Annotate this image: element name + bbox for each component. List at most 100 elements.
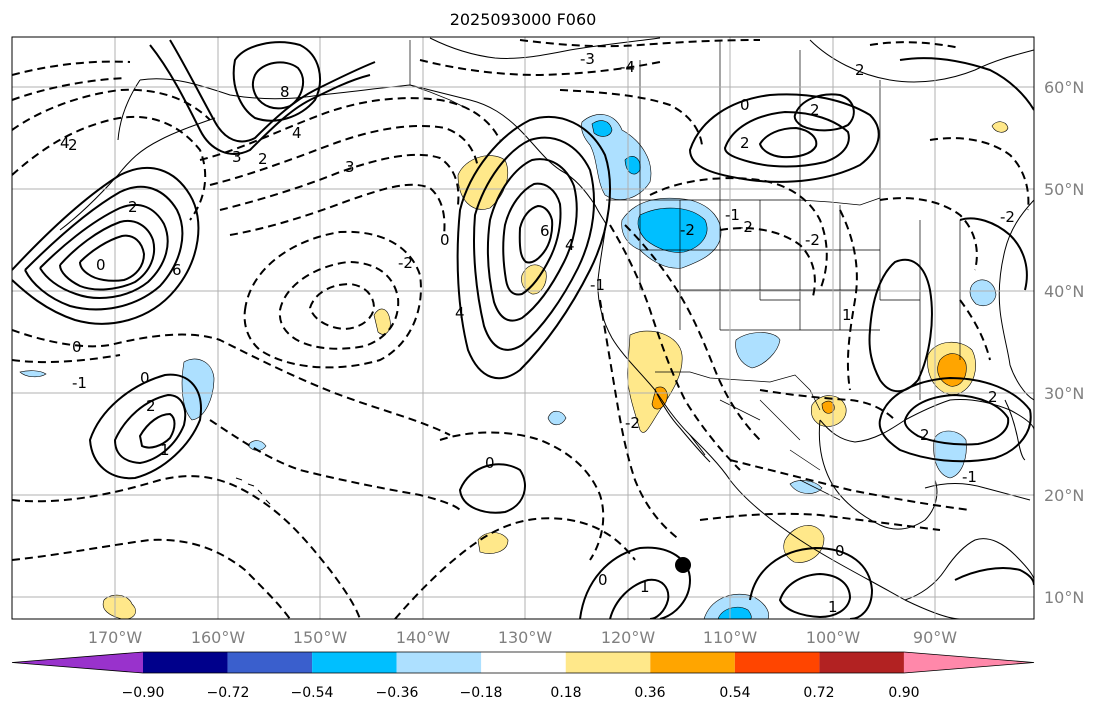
colorbar-tick-label: 0.90 (888, 685, 919, 701)
contour-label: 2 (740, 134, 750, 152)
contour-solid-bering-high-2 (251, 61, 305, 110)
contour-solid-canada-high-2 (723, 110, 850, 168)
colorbar-segment (481, 652, 566, 673)
colorbar-segment (143, 652, 228, 673)
lon-label: 110°W (703, 628, 758, 647)
colorbar-segment (396, 652, 482, 673)
colorbar-segment (312, 652, 397, 673)
latitude-labels: 60°N 50°N 40°N 30°N 20°N 10°N (1044, 78, 1084, 607)
coastline-florida (1004, 399, 1026, 461)
contour-solid-eq-pacific-2 (579, 546, 692, 619)
contour-solid-ne-pacific-ridge-1 (456, 115, 611, 380)
colorbar-segment (12, 652, 143, 673)
anomaly-negative-southwest (735, 332, 781, 369)
colorbar-segment (565, 652, 651, 673)
contour-label: -1 (590, 276, 605, 294)
contour-label: -2 (398, 254, 413, 272)
colorbar-outline (11, 651, 1035, 674)
lat-label: 30°N (1044, 384, 1084, 403)
colorbar-segments (11, 651, 1035, 674)
contour-solid-pacific-high-3 (39, 203, 169, 299)
contour-label: -4 (620, 58, 635, 76)
contour-dashed-ne-1 (869, 41, 961, 49)
contour-solid-canada-high-3 (758, 126, 818, 159)
map-panel: 0 2 4 2 6 3 2 4 8 3 0 -1 0 2 1 -2 0 4 6 … (12, 37, 1034, 619)
contour-label: 1 (842, 306, 852, 324)
islands-cuba (924, 483, 1031, 501)
contour-label: 0 (598, 571, 608, 589)
contour-label: -2 (680, 221, 695, 239)
contour-label: -2 (1000, 208, 1015, 226)
contour-label: 1 (160, 441, 170, 459)
contour-dashed-east-2 (929, 137, 1030, 211)
coastline-gulf (819, 399, 1034, 443)
anomaly-negative-small-4 (19, 370, 47, 378)
canada-provinces (639, 40, 881, 200)
contour-label: -1 (725, 206, 740, 224)
contour-label: -1 (72, 374, 87, 392)
contour-solid-eq-pacific-1 (458, 463, 526, 514)
anomaly-positive-sw (102, 594, 136, 619)
colorbar-segment (650, 652, 735, 673)
contour-label: 0 (96, 256, 106, 274)
contour-label: 1 (828, 598, 838, 616)
anomaly-negative-small-3 (247, 440, 267, 451)
lon-label: 160°W (191, 628, 246, 647)
contour-label: 3 (345, 158, 355, 176)
colorbar-segment (819, 652, 904, 673)
lat-label: 40°N (1044, 282, 1084, 301)
colorbar-tick-label: 0.18 (550, 685, 581, 701)
colorbar-tick-label: −0.36 (376, 685, 419, 701)
contour-label: 0 (740, 96, 750, 114)
contour-label: 0 (485, 454, 495, 472)
graticule (12, 37, 1034, 619)
contour-dashed-mexico-3 (699, 512, 941, 531)
contour-dashed-trough-1 (199, 97, 501, 161)
contour-solid-ne-pacific-ridge-3 (486, 158, 578, 322)
coastline-alaska (139, 78, 607, 225)
contours-dashed (12, 39, 1030, 619)
contour-label: 0 (835, 542, 845, 560)
coastline-hudson (809, 39, 1034, 83)
colorbar: −0.90 −0.72 −0.54 −0.36 −0.18 0.18 0.36 … (11, 651, 1035, 701)
anomaly-negative-east (969, 279, 997, 306)
contour-dashed-arctic-1 (419, 59, 661, 77)
contour-label: 3 (232, 148, 242, 166)
contour-dashed-mexico-2 (729, 459, 971, 511)
contour-dashed-trough-3 (219, 153, 460, 211)
contour-label: 6 (172, 261, 182, 279)
contour-dashed-north-pacific-1 (12, 115, 207, 221)
anomaly-negative-small-1 (547, 410, 567, 426)
contour-dashed-coast-2 (624, 224, 761, 441)
border-us-mexico (655, 371, 821, 411)
anomaly-negative-hawaii (181, 358, 215, 421)
contour-label: -2 (805, 231, 820, 249)
contour-solid-canada-high (688, 93, 880, 183)
contour-solid-eq-pacific-3 (609, 578, 670, 619)
contour-dashed-plains-2 (719, 227, 816, 301)
contour-solid-ne-pacific-ridge-4 (502, 182, 562, 296)
contour-label: -3 (580, 50, 595, 68)
anomaly-positive-ne-pacific (521, 264, 547, 295)
colorbar-tick-label: −0.18 (460, 685, 503, 701)
map-title: 2025093000 F060 (449, 10, 597, 29)
colorbar-tick-label: −0.54 (291, 685, 334, 701)
colorbar-segment (734, 652, 820, 673)
contour-solid-ne-pacific-ridge-2 (473, 136, 595, 351)
coastline-east (998, 199, 1034, 401)
borders (409, 40, 961, 501)
anomaly-positive-ne (991, 121, 1009, 133)
anomaly-positive-eq-2 (783, 525, 825, 563)
colorbar-tick-label: −0.90 (122, 685, 165, 701)
contour-solid-mexico-low-2 (778, 572, 852, 619)
storm-marker (675, 557, 691, 573)
contour-label: 2 (988, 388, 998, 406)
contour-solid-mexico-low (749, 546, 874, 619)
contours-solid (12, 39, 1034, 619)
contour-label: 4 (60, 134, 70, 152)
contour-dashed-trough-2 (209, 125, 479, 186)
lon-label: 100°W (806, 628, 861, 647)
contour-dashed-south-pacific-6 (394, 517, 636, 619)
contour-dashed-arctic-3 (559, 89, 703, 146)
